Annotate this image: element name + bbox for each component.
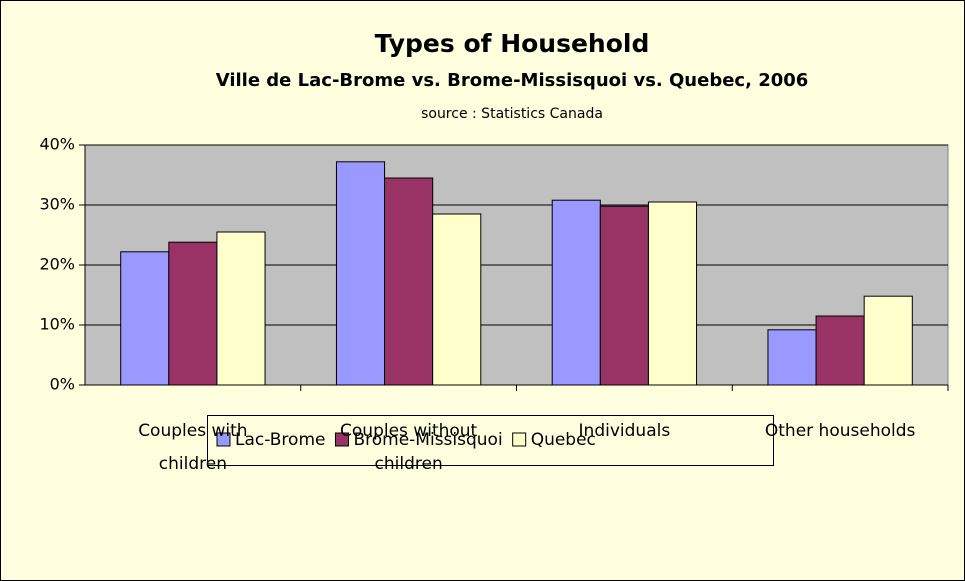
x-tick-label: Couples with children	[138, 421, 248, 474]
bar	[863, 295, 913, 386]
legend-box	[207, 415, 774, 466]
bar	[335, 161, 386, 386]
chart-subtitle: Ville de Lac-Brome vs. Brome-Missisquoi …	[216, 70, 809, 91]
bar	[551, 199, 601, 386]
chart-source: source : Statistics Canada	[421, 106, 603, 122]
legend-label: Brome-Missisquoi	[353, 430, 502, 450]
bar	[432, 213, 482, 386]
bar	[120, 251, 170, 386]
legend-swatch	[216, 432, 231, 447]
bar	[767, 329, 817, 386]
x-tick-label: Other households	[764, 421, 916, 441]
bar	[815, 315, 865, 386]
bar	[384, 177, 434, 386]
x-tick-label: Individuals	[578, 421, 671, 441]
y-tick-label: 10%	[39, 315, 75, 334]
legend-label: Quebec	[531, 430, 596, 450]
legend-swatch	[512, 432, 527, 447]
legend-swatch	[334, 432, 349, 447]
bar	[647, 201, 698, 386]
y-tick-label: 30%	[39, 195, 75, 214]
legend-label: Lac-Brome	[235, 430, 325, 450]
bar	[599, 205, 649, 386]
y-tick-label: 40%	[39, 135, 75, 154]
bar	[216, 231, 266, 386]
y-tick-label: 20%	[39, 255, 75, 274]
y-tick-label: 0%	[50, 375, 75, 394]
x-tick-label: Couples without children	[340, 421, 478, 474]
bar	[168, 241, 218, 386]
chart-title: Types of Household	[375, 29, 650, 58]
